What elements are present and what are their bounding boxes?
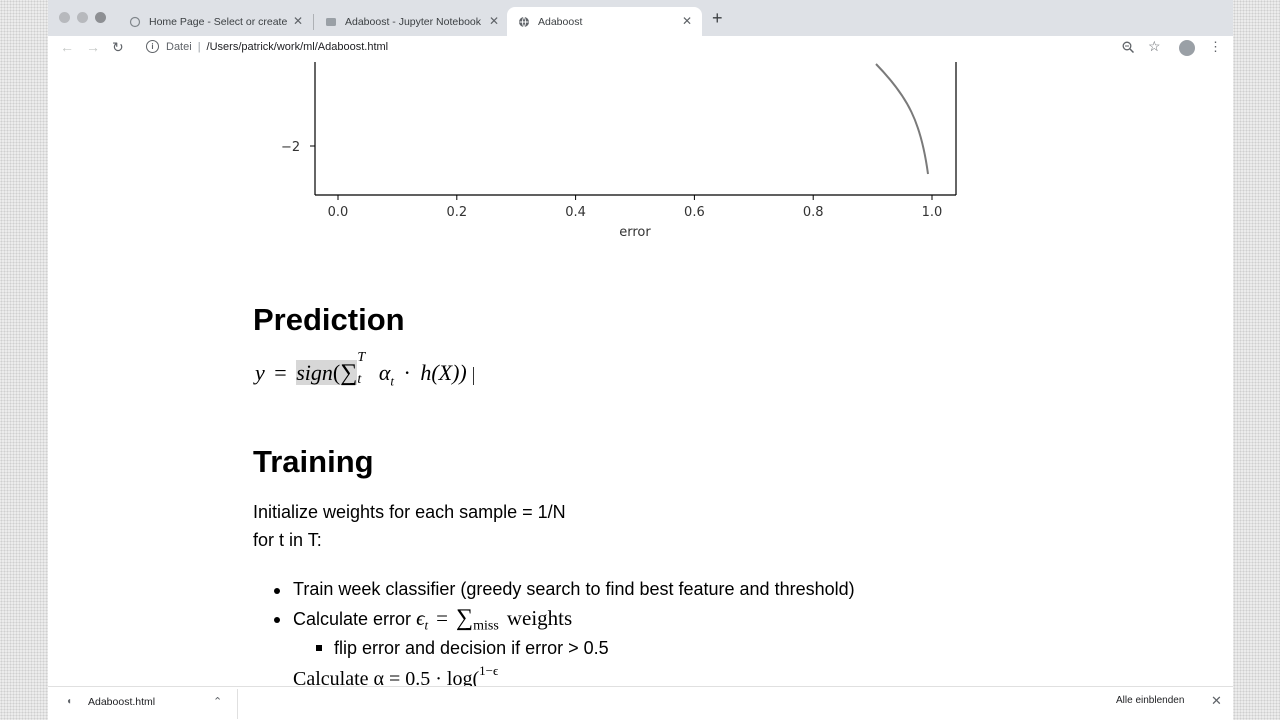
menu-icon[interactable]: ⋮ [1209, 39, 1222, 54]
downloads-divider [237, 689, 238, 719]
sublist-bullet [316, 645, 322, 651]
forward-icon[interactable]: → [86, 39, 100, 55]
xtick-label: 0.8 [803, 205, 824, 220]
reload-icon[interactable]: ↻ [112, 39, 124, 55]
download-item[interactable]: Adaboost.html [88, 696, 156, 708]
formula-alpha: α [378, 360, 391, 385]
zoom-icon[interactable] [1122, 40, 1135, 56]
formula-sum: ∑ [340, 360, 358, 386]
close-tab-icon[interactable]: ✕ [488, 14, 499, 28]
error-sum: ∑ [456, 605, 474, 631]
text-cursor-icon [473, 367, 474, 385]
tab-title: Adaboost [538, 15, 583, 28]
error-prefix: Calculate error [293, 609, 412, 629]
plot-curve [875, 63, 929, 175]
list-bullet [274, 617, 280, 623]
alpha-formula-text: Calculate α = 0.5 · log( [293, 668, 480, 686]
error-eps-sub: t [424, 617, 429, 633]
tab-adaboost[interactable]: Adaboost ✕ [507, 7, 702, 36]
desktop-edge-right [1233, 0, 1280, 720]
url-scheme: Datei [166, 40, 192, 53]
error-sum-sub: miss [473, 618, 499, 634]
zoom-window-button[interactable] [95, 12, 106, 23]
star-icon[interactable]: ☆ [1148, 38, 1161, 54]
formula-equals: = [274, 360, 287, 385]
error-eps: ϵ [416, 606, 425, 630]
formula-sum-sub: t [357, 372, 362, 387]
prediction-heading: Prediction [253, 302, 405, 337]
xtick-label: 0.2 [446, 205, 467, 220]
list-item-alpha-partial: Calculate α = 0.5 · log(1−ϵ [293, 663, 498, 686]
xtick-label: 0.4 [565, 205, 586, 220]
tab-title: Adaboost - Jupyter Notebook [345, 15, 481, 28]
xtick-label: 0.0 [328, 205, 349, 220]
formula-sign: sign [296, 360, 333, 385]
list-item-error: Calculate error ϵt = ∑miss weights [293, 605, 572, 635]
xtick-label: 1.0 [922, 205, 943, 220]
page-content: −2 0.0 0.2 0.4 0.6 0.8 1.0 error Prediction y… [48, 62, 1233, 686]
formula-dot: · [403, 360, 411, 385]
tab-strip: Home Page - Select or create ✕ Adaboost … [48, 0, 1233, 36]
show-all-button[interactable]: Alle einblenden [1116, 695, 1185, 706]
globe-icon [517, 15, 531, 29]
tab-title: Home Page - Select or create [149, 15, 288, 28]
downloads-bar: ◖ Adaboost.html ⌃ Alle einblenden ✕ [48, 686, 1233, 721]
list-bullet [274, 588, 280, 594]
file-icon: ◖ [66, 696, 73, 707]
loading-icon [128, 15, 142, 29]
formula-sign-highlight: sign(∑ [296, 360, 358, 386]
xticks: 0.0 0.2 0.4 0.6 0.8 1.0 [328, 195, 943, 220]
formula-arg: (X)) [431, 360, 467, 385]
xaxis-label: error [619, 225, 651, 240]
chevron-up-icon[interactable]: ⌃ [213, 696, 223, 708]
close-tab-icon[interactable]: ✕ [681, 14, 692, 28]
toolbar: ← → ↻ i Datei | /Users/patrick/work/ml/A… [48, 36, 1233, 62]
training-line-init: Initialize weights for each sample = 1/N [253, 502, 566, 522]
desktop-edge-left [0, 0, 48, 720]
formula-sum-sup: T [357, 350, 366, 365]
address-bar[interactable]: i Datei | /Users/patrick/work/ml/Adaboos… [146, 40, 388, 53]
formula-alpha-sub: t [390, 373, 394, 389]
new-tab-button[interactable]: + [712, 8, 723, 28]
avatar-icon[interactable] [1179, 40, 1195, 56]
error-equals: = [436, 606, 449, 630]
tab-jupyter-notebook[interactable]: Adaboost - Jupyter Notebook ✕ [314, 7, 509, 36]
url-separator: | [197, 40, 201, 53]
error-weights: weights [506, 606, 573, 630]
close-tab-icon[interactable]: ✕ [292, 14, 303, 28]
training-line-loop: for t in T: [253, 530, 322, 550]
close-icon[interactable]: ✕ [1211, 693, 1222, 708]
tab-separator [313, 14, 314, 30]
close-window-button[interactable] [59, 12, 70, 23]
formula-y: y [255, 360, 265, 385]
back-icon[interactable]: ← [60, 39, 74, 55]
list-item-train: Train week classifier (greedy search to … [293, 579, 855, 599]
xtick-label: 0.6 [684, 205, 705, 220]
info-icon[interactable]: i [146, 40, 159, 53]
sublist-item-flip: flip error and decision if error > 0.5 [334, 638, 609, 658]
minimize-window-button[interactable] [77, 12, 88, 23]
url-path: /Users/patrick/work/ml/Adaboost.html [206, 40, 389, 53]
jupyter-icon [324, 15, 338, 29]
training-heading: Training [253, 444, 374, 479]
formula-h: h [420, 360, 432, 385]
browser-window: Home Page - Select or create ✕ Adaboost … [48, 0, 1233, 721]
ytick-label: −2 [281, 140, 300, 155]
tab-home-page[interactable]: Home Page - Select or create ✕ [118, 7, 313, 36]
formula-open-paren: ( [332, 360, 341, 385]
error-alpha-plot: −2 0.0 0.2 0.4 0.6 0.8 1.0 error [281, 62, 957, 240]
alpha-formula-frac: 1−ϵ [479, 663, 499, 678]
